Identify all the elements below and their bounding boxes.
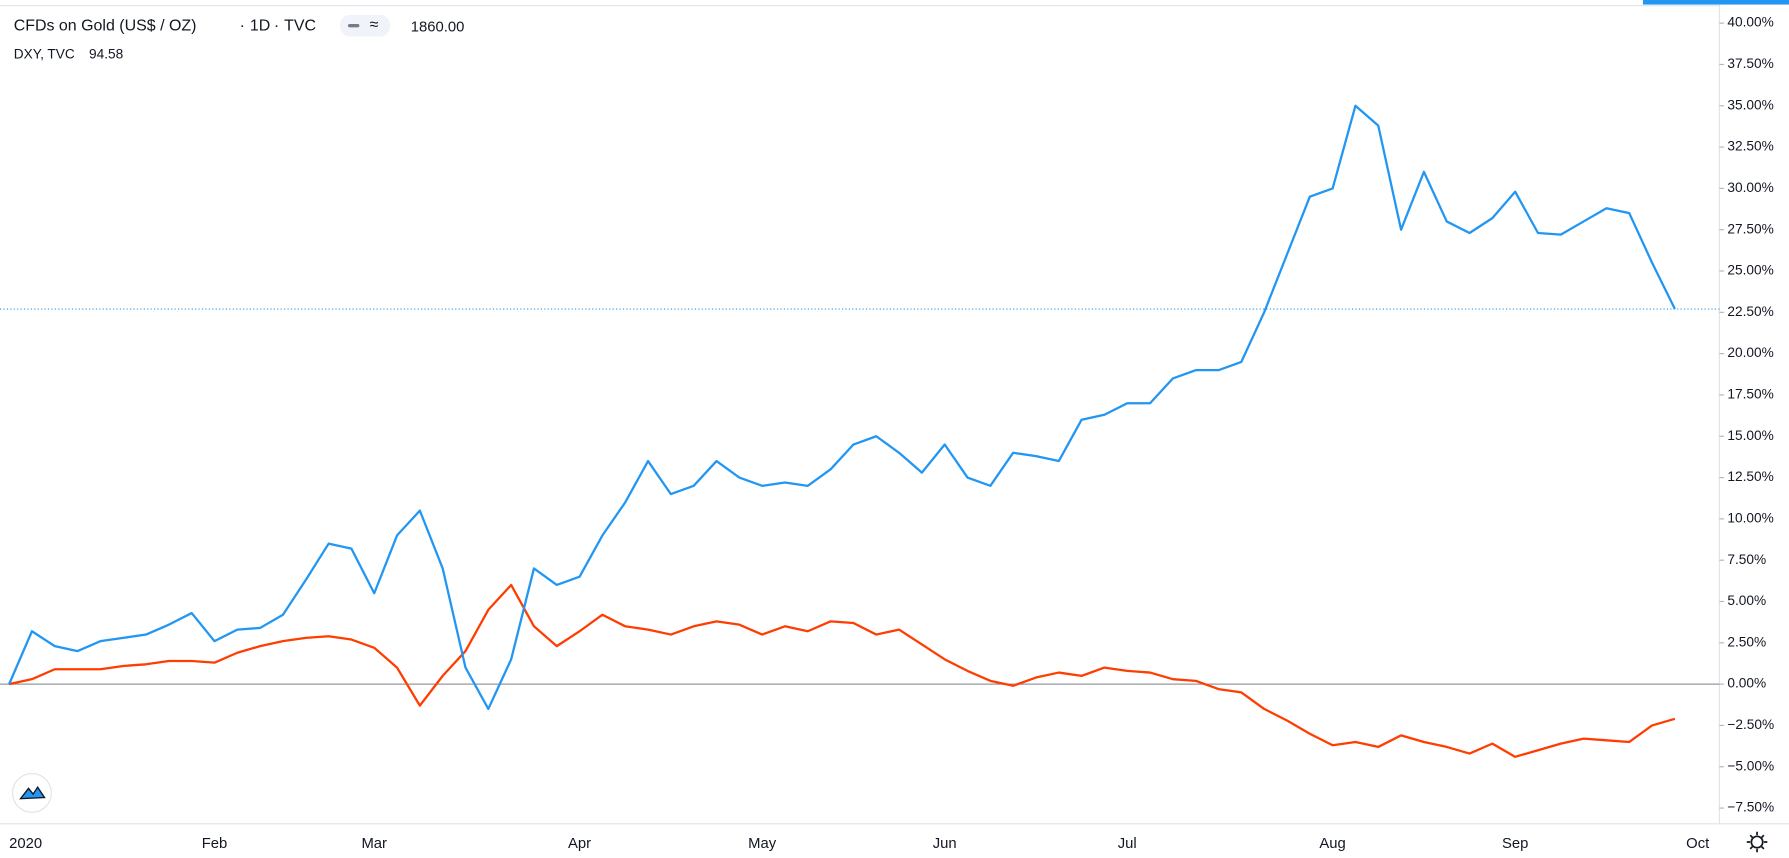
x-tick-label: Sep xyxy=(1502,836,1528,852)
x-tick-label: Mar xyxy=(361,836,387,852)
y-tick-label: −2.50% xyxy=(1727,717,1774,732)
x-tick-label: Oct xyxy=(1686,836,1710,852)
y-tick-label: 30.00% xyxy=(1727,180,1773,195)
y-tick-label: 7.50% xyxy=(1727,552,1766,567)
legend: CFDs on Gold (US$ / OZ) · 1D · TVC ≈ 186… xyxy=(14,14,465,61)
legend-value: 1860.00 xyxy=(411,19,465,35)
y-tick-label: 0.00% xyxy=(1727,676,1766,691)
top-indicator xyxy=(1642,0,1789,5)
y-tick-label: 12.50% xyxy=(1727,469,1773,484)
legend-exchange: TVC xyxy=(284,17,316,34)
x-tick-label: Aug xyxy=(1319,836,1345,852)
legend-value: 94.58 xyxy=(89,46,124,61)
y-tick-label: 22.50% xyxy=(1727,304,1773,319)
y-tick-label: 2.50% xyxy=(1727,634,1766,649)
y-tick-label: 10.00% xyxy=(1727,510,1773,525)
y-tick-label: 5.00% xyxy=(1727,593,1766,608)
series-line xyxy=(8,104,1676,711)
x-tick-label: 2020 xyxy=(9,836,42,852)
settings-icon[interactable] xyxy=(1750,835,1764,849)
legend-symbol: CFDs on Gold (US$ / OZ) xyxy=(14,17,197,34)
legend-toggle-icon xyxy=(347,23,360,28)
x-tick-label: Jun xyxy=(933,836,957,852)
x-tick-label: Apr xyxy=(568,836,591,852)
y-tick-label: 35.00% xyxy=(1727,97,1773,112)
x-tick-label: Jul xyxy=(1118,836,1137,852)
y-tick-label: 27.50% xyxy=(1727,221,1773,236)
y-tick-label: −5.00% xyxy=(1727,758,1774,773)
legend-interval: 1D xyxy=(250,17,270,34)
separator: · xyxy=(274,17,279,34)
y-tick-label: 40.00% xyxy=(1727,15,1773,30)
series-line xyxy=(8,583,1676,758)
y-tick-label: 17.50% xyxy=(1727,387,1773,402)
legend-toggle-icon: ≈ xyxy=(370,16,379,33)
y-tick-label: −7.50% xyxy=(1727,800,1774,815)
logo-icon xyxy=(19,786,46,800)
y-tick-label: 25.00% xyxy=(1727,263,1773,278)
legend-toggle[interactable] xyxy=(340,14,391,37)
x-tick-label: Feb xyxy=(202,836,228,852)
y-tick-label: 15.00% xyxy=(1727,428,1773,443)
y-tick-label: 32.50% xyxy=(1727,139,1773,154)
y-tick-label: 20.00% xyxy=(1727,345,1773,360)
logo[interactable] xyxy=(11,772,52,813)
separator: · xyxy=(240,17,245,34)
y-tick-label: 37.50% xyxy=(1727,56,1773,71)
legend-compare-name: DXY, TVC xyxy=(14,46,75,61)
settings[interactable] xyxy=(1746,831,1768,853)
x-tick-label: May xyxy=(748,836,777,852)
settings-icon xyxy=(1746,831,1768,853)
